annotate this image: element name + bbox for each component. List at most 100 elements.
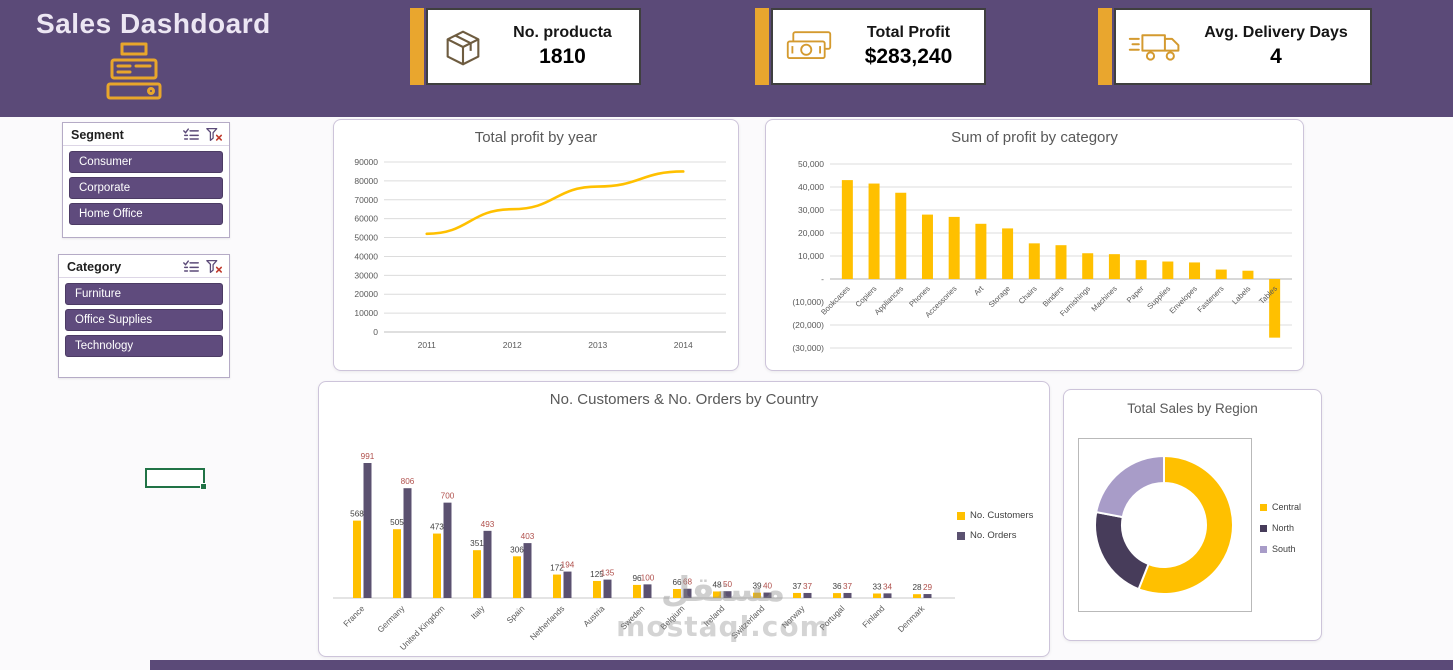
svg-text:Storage: Storage: [987, 284, 1012, 309]
line-chart-svg: 0 10000 20000 30000 40000 50000 60000 70000 8000…: [354, 157, 726, 350]
svg-text:Binders: Binders: [1041, 284, 1066, 309]
svg-text:France: France: [341, 603, 367, 629]
kpi-value: 4: [1270, 45, 1282, 68]
svg-text:Ireland: Ireland: [701, 603, 726, 628]
svg-text:403: 403: [521, 532, 535, 541]
svg-text:0: 0: [373, 327, 378, 337]
svg-text:66: 66: [672, 578, 682, 587]
legend-item-orders: No. Orders: [957, 530, 1033, 541]
legend-item-south: South: [1260, 544, 1301, 554]
kpi-accent-bar: [755, 8, 769, 85]
selected-cell[interactable]: [145, 468, 207, 490]
slicer-header: Category: [59, 255, 229, 278]
slicer-title: Category: [67, 259, 122, 274]
kpi-total-profit: Total Profit $283,240: [755, 8, 986, 85]
money-icon: [786, 30, 832, 59]
svg-text:Belgium: Belgium: [658, 603, 686, 631]
slicer-item-office-supplies[interactable]: Office Supplies: [65, 309, 223, 331]
svg-text:Austria: Austria: [581, 603, 607, 629]
svg-text:Germany: Germany: [375, 603, 407, 635]
svg-text:493: 493: [481, 520, 495, 529]
svg-text:29: 29: [923, 583, 933, 592]
svg-text:2011: 2011: [418, 340, 437, 350]
svg-text:37: 37: [792, 582, 802, 591]
svg-text:10,000: 10,000: [798, 251, 824, 261]
kpi-value: $283,240: [864, 45, 953, 68]
category-slicer: Category Furniture Office Supplies Techn…: [58, 254, 230, 378]
slicer-header: Segment: [63, 123, 229, 146]
truck-icon: [1128, 33, 1180, 61]
svg-text:135: 135: [601, 569, 615, 578]
svg-text:Envelopes: Envelopes: [1167, 284, 1199, 316]
chart-legend: Central North South: [1260, 502, 1301, 554]
svg-text:700: 700: [441, 492, 455, 501]
svg-text:100: 100: [641, 573, 655, 582]
svg-text:Italy: Italy: [469, 603, 487, 621]
legend-swatch: [957, 531, 965, 540]
svg-text:473: 473: [430, 523, 444, 532]
svg-text:Appliances: Appliances: [873, 284, 906, 317]
legend-swatch: [957, 511, 965, 520]
chart-legend: No. Customers No. Orders: [957, 510, 1033, 541]
slicer-item-consumer[interactable]: Consumer: [69, 151, 223, 173]
svg-text:-: -: [821, 274, 824, 284]
dashboard-title: Sales Dashdoard: [36, 8, 271, 39]
svg-text:505: 505: [390, 518, 404, 527]
clear-filter-icon[interactable]: [205, 259, 223, 274]
slicer-item-technology[interactable]: Technology: [65, 335, 223, 357]
svg-text:Denmark: Denmark: [896, 603, 927, 634]
svg-text:34: 34: [883, 582, 893, 591]
slicer-items: Furniture Office Supplies Technology: [59, 278, 229, 362]
multi-select-icon[interactable]: [182, 259, 200, 274]
svg-text:96: 96: [632, 574, 642, 583]
slicer-item-furniture[interactable]: Furniture: [65, 283, 223, 305]
svg-text:37: 37: [803, 582, 813, 591]
svg-text:40000: 40000: [354, 251, 378, 261]
svg-text:Sweden: Sweden: [618, 603, 647, 632]
kpi-label: Avg. Delivery Days: [1204, 24, 1348, 41]
svg-text:20,000: 20,000: [798, 228, 824, 238]
legend-item-north: North: [1260, 523, 1301, 533]
customers-orders-by-country-chart: No. Customers & No. Orders by Country 56…: [318, 381, 1050, 657]
svg-text:Labels: Labels: [1230, 284, 1252, 306]
kpi-label: Total Profit: [866, 24, 951, 41]
svg-text:60000: 60000: [354, 214, 378, 224]
slicer-item-home-office[interactable]: Home Office: [69, 203, 223, 225]
segment-slicer: Segment Consumer Corporate Home Office: [62, 122, 230, 238]
slicer-item-corporate[interactable]: Corporate: [69, 177, 223, 199]
svg-text:172: 172: [550, 564, 564, 573]
kpi-value: 1810: [539, 45, 586, 68]
svg-text:Netherlands: Netherlands: [528, 603, 567, 642]
svg-text:806: 806: [401, 477, 415, 486]
chart-title: No. Customers & No. Orders by Country: [549, 391, 819, 408]
svg-text:90000: 90000: [354, 157, 378, 167]
legend-swatch: [1260, 545, 1267, 553]
kpi-label: No. producta: [513, 24, 612, 41]
total-profit-by-year-chart: Total profit by year 0 10000 20000 30000 400…: [333, 119, 739, 371]
legend-swatch: [1260, 503, 1267, 511]
chart-title: Total Sales by Region: [1127, 401, 1258, 416]
multi-select-icon[interactable]: [182, 127, 200, 142]
svg-text:Phones: Phones: [907, 284, 932, 309]
slicer-items: Consumer Corporate Home Office: [63, 146, 229, 230]
svg-text:306: 306: [510, 545, 524, 554]
clear-filter-icon[interactable]: [205, 127, 223, 142]
svg-text:(10,000): (10,000): [792, 297, 824, 307]
svg-text:36: 36: [832, 582, 842, 591]
svg-text:Spain: Spain: [504, 603, 526, 625]
svg-text:351: 351: [470, 539, 484, 548]
svg-text:50000: 50000: [354, 233, 378, 243]
svg-text:80000: 80000: [354, 176, 378, 186]
legend-item-central: Central: [1260, 502, 1301, 512]
kpi-accent-bar: [1098, 8, 1112, 85]
svg-text:991: 991: [361, 452, 375, 461]
svg-text:40,000: 40,000: [798, 182, 824, 192]
svg-text:Finland: Finland: [860, 603, 887, 630]
svg-text:2012: 2012: [503, 340, 522, 350]
bottom-accent-strip: [150, 660, 1453, 670]
svg-text:194: 194: [561, 561, 575, 570]
profit-by-category-chart: Sum of profit by category 50,000 40,000 30…: [765, 119, 1304, 371]
svg-text:10000: 10000: [354, 308, 378, 318]
svg-text:70000: 70000: [354, 195, 378, 205]
svg-text:(20,000): (20,000): [792, 320, 824, 330]
